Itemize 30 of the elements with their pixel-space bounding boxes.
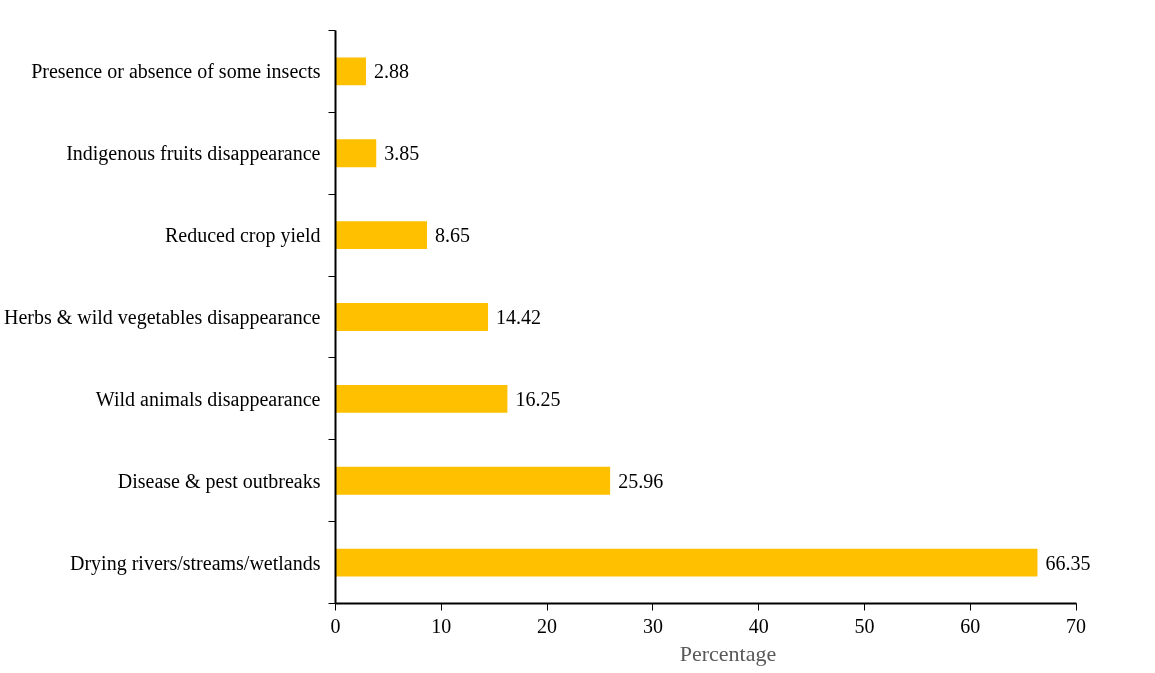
data-label: 3.85 [384, 142, 420, 165]
x-tick-label: 20 [537, 614, 558, 637]
bar [335, 221, 428, 250]
bar [335, 139, 377, 168]
y-tick-label: Indigenous fruits disappearance [66, 142, 321, 166]
data-label: 66.35 [1045, 551, 1091, 574]
data-label: 25.96 [618, 469, 664, 492]
x-tick-label: 10 [431, 614, 452, 637]
y-tick-label: Drying rivers/streams/wetlands [70, 551, 321, 575]
y-tick-label: Herbs & wild vegetables disappearance [3, 306, 321, 329]
bar [335, 57, 366, 86]
x-tick-label: 30 [642, 614, 663, 637]
y-tick-label: Reduced crop yield [165, 224, 321, 248]
data-label: 16.25 [515, 387, 561, 410]
data-label: 8.65 [435, 224, 471, 247]
data-label: 2.88 [373, 60, 409, 83]
x-axis-title: Percentage [679, 640, 777, 666]
x-tick-label: 50 [854, 614, 875, 637]
x-tick-label: 40 [748, 614, 769, 637]
bar [335, 303, 489, 331]
y-tick-label: Presence or absence of some insects [31, 60, 321, 83]
data-label: 14.42 [496, 306, 542, 328]
y-tick-label: Disease & pest outbreaks [117, 469, 321, 493]
bar [335, 384, 508, 413]
x-tick-label: 70 [1066, 614, 1087, 637]
bar [335, 548, 1038, 577]
x-tick-label: 0 [330, 614, 341, 637]
y-tick-label: Wild animals disappearance [95, 387, 321, 411]
bar [335, 466, 611, 495]
x-tick-label: 60 [960, 614, 981, 637]
